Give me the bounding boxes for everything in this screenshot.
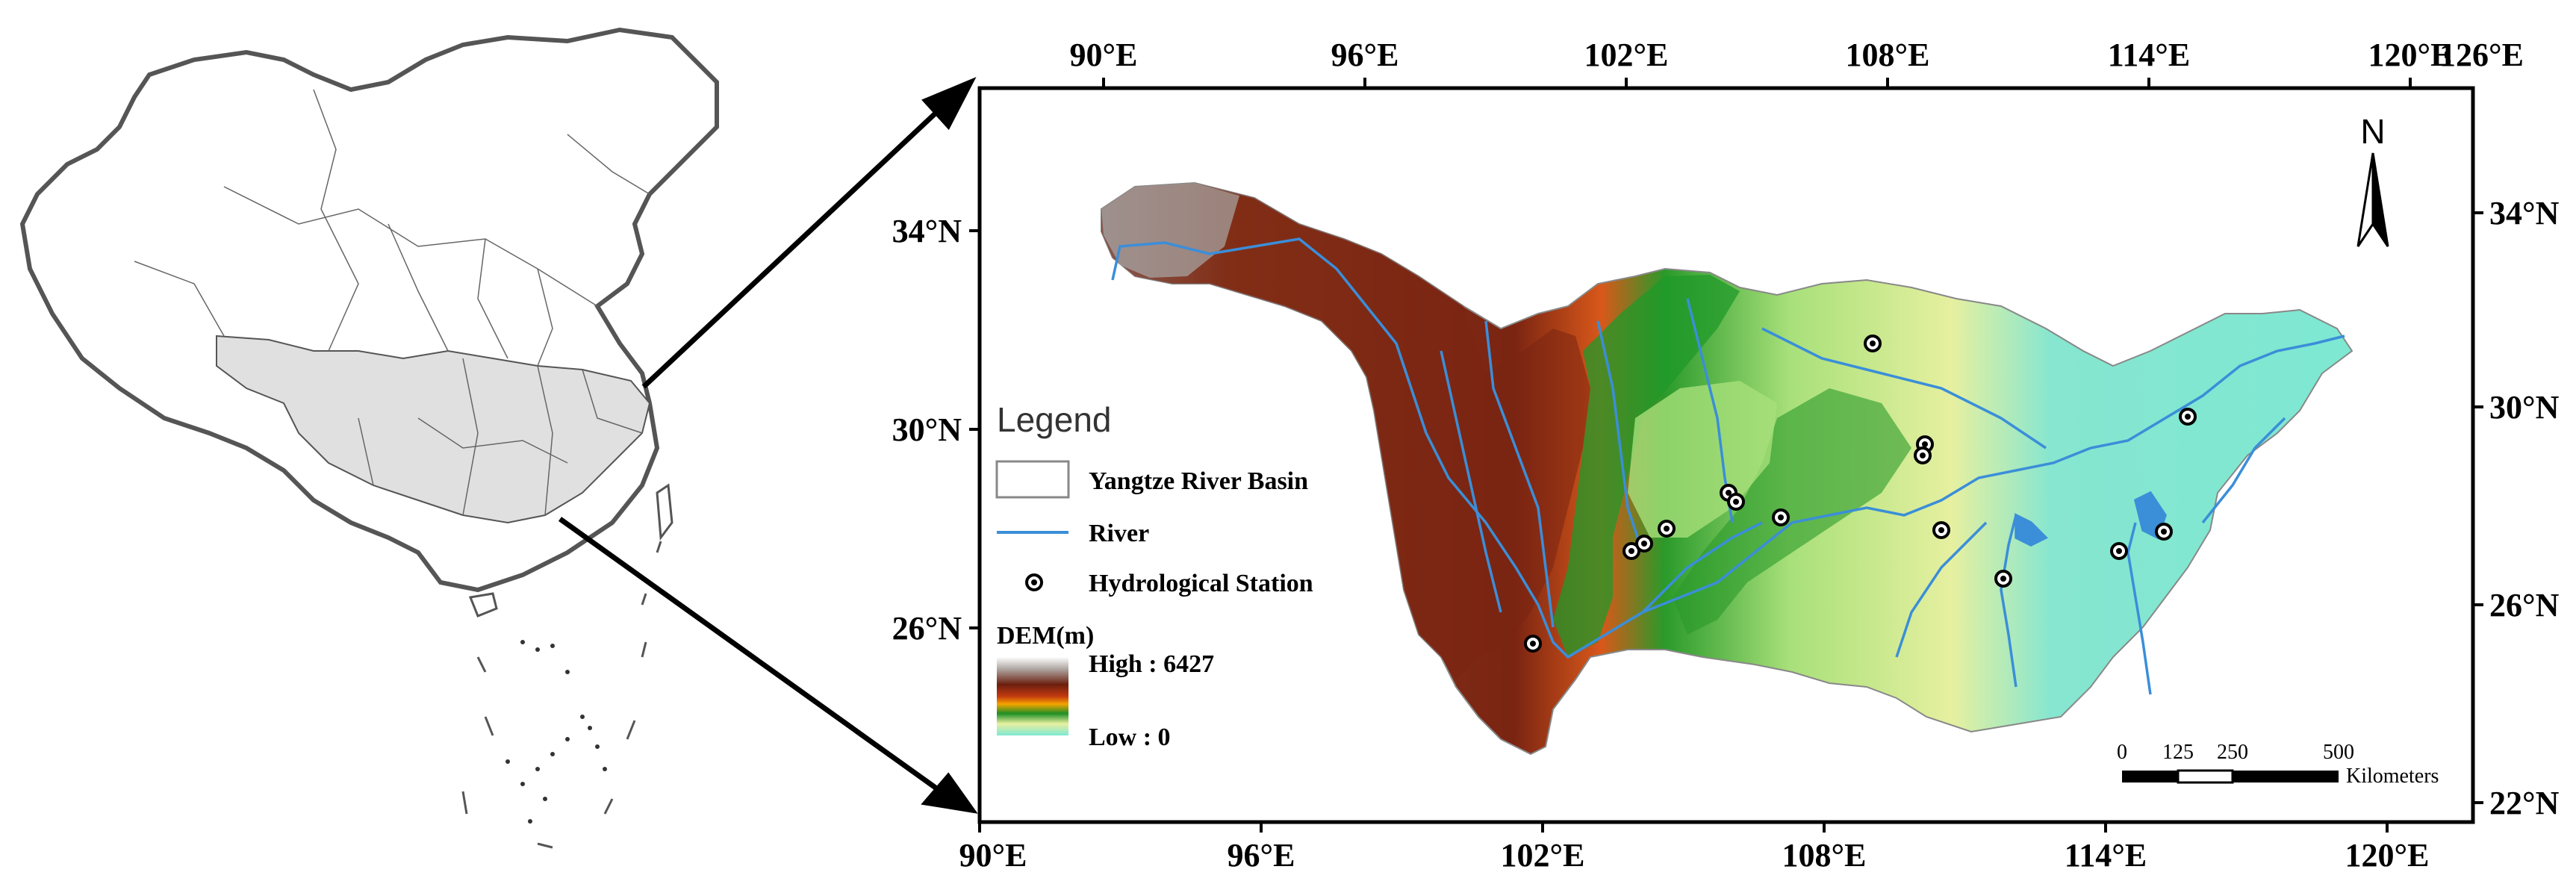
min-tributary <box>1596 320 1644 553</box>
dem-high-label: High : 6427 <box>1089 650 1214 678</box>
dem-low-label: Low : 0 <box>1089 724 1171 751</box>
top-lon-label: 90°E <box>1070 37 1138 73</box>
station-marker-icon <box>1864 335 1882 352</box>
dongting-lake <box>2015 513 2048 547</box>
xiang-tributary <box>2000 514 2017 688</box>
right-latitude-labels: 34°N 30°N 26°N 22°N <box>2489 195 2560 821</box>
source-region-snow-relief <box>1101 183 1239 278</box>
top-lon-label: 114°E <box>2108 37 2191 73</box>
bottom-lon-label: 96°E <box>1228 837 1295 874</box>
inset-taiwan-island <box>656 483 673 541</box>
legend-label-basin: Yangtze River Basin <box>1089 467 1308 495</box>
top-lon-label: 96°E <box>1331 37 1399 73</box>
inset-province-boundaries <box>134 89 650 516</box>
legend-label-river: River <box>1089 520 1149 547</box>
yangtze-main-stem <box>1111 237 2345 659</box>
station-marker-icon <box>2110 542 2128 560</box>
bottom-lon-label: 114°E <box>2065 837 2147 874</box>
left-latitude-labels: 34°N 30°N 26°N <box>892 213 962 647</box>
sichuan-green-belt <box>1553 275 1740 657</box>
station-marker-icon <box>1932 521 1950 539</box>
right-lat-label: 26°N <box>2489 587 2560 623</box>
wu-tributary <box>1641 521 1763 614</box>
north-label: N <box>2360 112 2385 151</box>
yalong-tributary <box>1440 350 1502 613</box>
lower-arrowhead-icon <box>921 772 978 814</box>
jinsha-tributary <box>1484 320 1555 628</box>
left-lat-label: 30°N <box>892 411 962 448</box>
dem-color-ramp <box>997 657 1068 735</box>
scale-tick-label: 500 <box>2323 741 2354 764</box>
western-plateau-high-relief <box>1101 183 1590 679</box>
china-outline <box>19 27 719 593</box>
upper-connector-arrow <box>641 106 943 389</box>
station-marker-icon <box>1914 446 1932 464</box>
station-marker-icon <box>1635 535 1653 553</box>
scale-segment-3 <box>2233 771 2339 782</box>
left-lat-label: 26°N <box>892 610 962 647</box>
station-marker-icon <box>2155 523 2173 541</box>
connector-arrows <box>558 77 978 814</box>
right-lat-label: 34°N <box>2489 195 2560 231</box>
station-marker-icon <box>1623 542 1640 560</box>
scale-tick-label: 0 <box>2117 741 2127 764</box>
central-mountain-green <box>1673 388 1911 635</box>
station-marker-icon <box>1727 493 1745 511</box>
legend: Legend Yangtze River Basin River Hydrolo… <box>995 400 1313 751</box>
right-lat-label: 22°N <box>2489 785 2560 821</box>
left-lat-label: 34°N <box>892 213 962 249</box>
scale-tick-label: 125 <box>2162 741 2194 764</box>
legend-station-marker-icon <box>1025 573 1043 591</box>
bottom-lon-label: 120°E <box>2345 837 2430 874</box>
legend-label-station: Hydrological Station <box>1089 570 1313 597</box>
bottom-longitude-labels: 90°E 96°E 102°E 108°E 114°E 120°E <box>959 837 2430 874</box>
upper-arrowhead-icon <box>921 77 977 131</box>
gan-tributary <box>2127 522 2152 695</box>
bottom-lon-label: 108°E <box>1782 837 1867 874</box>
frame-ticks <box>969 78 2483 833</box>
station-marker-icon <box>1658 520 1676 538</box>
inset-south-china-sea-islands <box>505 640 607 824</box>
scale-tick-label: 250 <box>2217 741 2248 764</box>
station-marker-icon <box>1994 570 2012 588</box>
right-lat-label: 30°N <box>2489 389 2560 426</box>
north-arrow: N <box>2356 112 2389 247</box>
inset-hainan-island <box>468 592 498 617</box>
station-marker-icon <box>1524 635 1542 653</box>
top-lon-label: 108°E <box>1846 37 1930 73</box>
hydrological-stations <box>1524 335 2197 653</box>
station-marker-icon <box>1772 508 1790 526</box>
top-longitude-labels: 90°E 96°E 102°E 108°E 114°E 120°E 126°E <box>1070 37 2524 73</box>
scale-bar: 0 125 250 500 Kilometers <box>2117 741 2439 788</box>
north-arrow-icon-shade <box>2371 152 2389 247</box>
bottom-lon-label: 90°E <box>959 837 1027 874</box>
basin-outline-swatch <box>995 460 1070 499</box>
yangtze-basin-dem <box>1101 181 2353 756</box>
top-lon-label: 120°E <box>2368 37 2453 73</box>
top-lon-label: 102°E <box>1584 37 1669 73</box>
han-tributary <box>1761 327 2047 449</box>
scale-segment-2 <box>2177 769 2234 784</box>
lower-connector-arrow <box>558 517 943 794</box>
scale-unit-label: Kilometers <box>2346 765 2439 788</box>
china-inset-map <box>19 27 719 849</box>
bottom-lon-label: 102°E <box>1501 837 1585 874</box>
inset-nine-dash-line <box>461 541 662 849</box>
station-marker-icon <box>2179 408 2197 426</box>
scale-segment-1 <box>2122 771 2178 782</box>
dem-title: DEM(m) <box>997 622 1094 650</box>
lower-tributary <box>2201 417 2286 524</box>
top-lon-label: 126°E <box>2439 37 2524 73</box>
yuan-tributary <box>1895 521 1988 658</box>
legend-title: Legend <box>997 400 1112 439</box>
